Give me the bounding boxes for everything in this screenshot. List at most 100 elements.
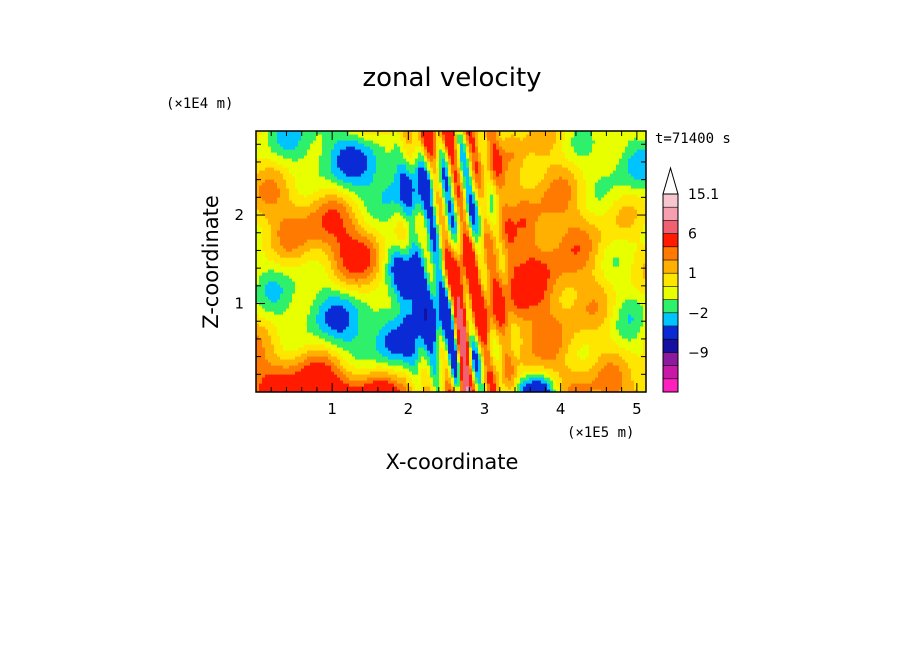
contour-cell (496, 182, 506, 186)
contour-cell (568, 158, 620, 162)
contour-cell (418, 356, 422, 360)
contour-cell (322, 137, 365, 141)
contour-cell (457, 260, 464, 264)
x-tick-label: 2 (404, 400, 414, 418)
contour-cell (358, 290, 371, 294)
contour-cell (643, 314, 646, 318)
contour-cell (451, 203, 455, 207)
contour-cell (367, 221, 398, 225)
contour-cell (502, 212, 542, 216)
contour-cell (346, 281, 371, 285)
contour-cell (331, 359, 341, 363)
contour-cell (490, 281, 494, 285)
contour-cell (598, 248, 605, 252)
contour-cell (493, 248, 500, 252)
contour-cell (616, 290, 641, 294)
contour-cell (586, 203, 614, 207)
contour-cell (517, 371, 524, 375)
contour-cell (559, 299, 575, 303)
contour-cell (403, 221, 410, 225)
contour-cell (490, 338, 494, 342)
contour-cell (505, 137, 521, 141)
contour-cell (553, 290, 563, 294)
contour-cell (436, 137, 443, 141)
contour-cell (412, 194, 422, 198)
contour-cell (445, 161, 449, 165)
contour-cell (478, 158, 482, 162)
contour-cell (595, 260, 602, 264)
contour-cell (466, 224, 470, 228)
contour-cell (553, 287, 566, 291)
contour-cell (448, 185, 452, 189)
contour-cell (448, 290, 452, 294)
contour-cell (355, 212, 362, 216)
contour-cell (475, 344, 479, 348)
contour-cell (460, 218, 464, 222)
contour-cell (568, 365, 593, 369)
contour-cell (262, 377, 341, 381)
contour-cell (529, 305, 551, 309)
colorbar-segment (663, 312, 678, 327)
contour-cell (469, 293, 473, 297)
contour-cell (502, 380, 515, 384)
contour-cell (541, 200, 569, 204)
contour-cell (508, 323, 512, 327)
contour-cell (448, 272, 461, 276)
contour-cell (481, 293, 485, 297)
contour-cell (451, 317, 455, 321)
contour-cell (436, 221, 440, 225)
contour-cell (382, 326, 398, 330)
contour-cell (256, 221, 269, 225)
contour-cell (436, 293, 440, 297)
contour-cell (514, 353, 521, 357)
contour-cell (352, 206, 359, 210)
contour-cell (622, 377, 632, 381)
contour-cell (511, 347, 521, 351)
contour-cell (430, 350, 434, 354)
contour-cell (451, 377, 455, 381)
contour-cell (481, 182, 485, 186)
contour-cell (634, 218, 646, 222)
contour-cell (457, 344, 461, 348)
contour-cell (487, 275, 491, 279)
contour-cell (502, 146, 554, 150)
contour-cell (454, 380, 458, 384)
contour-cell (436, 233, 440, 237)
contour-cell (445, 356, 449, 360)
contour-cell (508, 269, 515, 273)
contour-cell (448, 221, 452, 225)
contour-cell (433, 278, 437, 282)
contour-cell (367, 158, 377, 162)
contour-cell (493, 278, 497, 282)
contour-cell (448, 293, 452, 297)
contour-cell (355, 224, 362, 228)
contour-cell (487, 131, 497, 135)
contour-cell (490, 290, 494, 294)
contour-cell (469, 374, 473, 378)
contour-cell (325, 344, 338, 348)
contour-cell (556, 278, 596, 282)
contour-cell (475, 245, 482, 249)
contour-cell (454, 221, 458, 225)
contour-cell (472, 131, 476, 135)
contour-cell (358, 326, 383, 330)
contour-cell (319, 164, 332, 168)
contour-cell (454, 323, 458, 327)
contour-cell (346, 206, 353, 210)
contour-cell (454, 209, 458, 213)
contour-cell (442, 263, 446, 267)
contour-cell (451, 218, 455, 222)
contour-cell (436, 143, 440, 147)
contour-cell (616, 218, 635, 222)
contour-cell (322, 215, 341, 219)
contour-cell (382, 269, 386, 273)
contour-cell (430, 158, 434, 162)
contour-cell (586, 308, 599, 312)
contour-cell (358, 314, 398, 318)
contour-cell (412, 212, 419, 216)
contour-cell (451, 371, 455, 375)
contour-cell (469, 212, 476, 216)
contour-cell (454, 197, 458, 201)
contour-cell (472, 143, 476, 147)
contour-cell (439, 386, 443, 390)
